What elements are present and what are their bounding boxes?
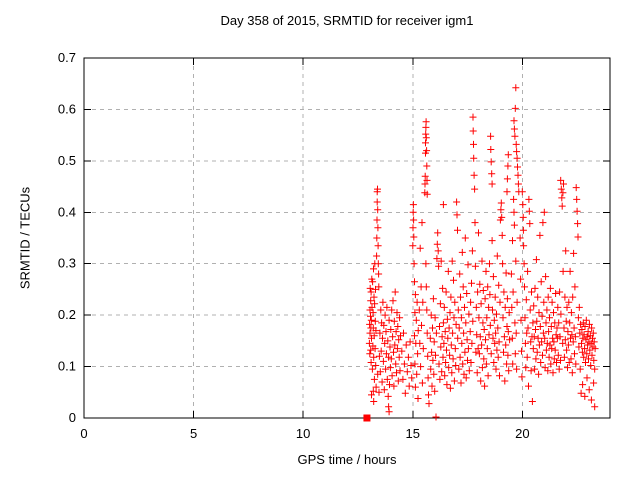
y-tick-label: 0.4 — [58, 204, 76, 219]
x-tick-label: 0 — [80, 426, 87, 441]
chart-title: Day 358 of 2015, SRMTID for receiver igm… — [220, 13, 474, 28]
scatter-point-square — [363, 414, 371, 422]
y-tick-label: 0.7 — [58, 50, 76, 65]
y-tick-label: 0 — [69, 410, 76, 425]
x-tick-label: 20 — [515, 426, 529, 441]
x-tick-label: 15 — [406, 426, 420, 441]
y-tick-label: 0.6 — [58, 101, 76, 116]
plot-border — [83, 57, 611, 419]
y-tick-label: 0.5 — [58, 153, 76, 168]
x-tick-label: 5 — [190, 426, 197, 441]
y-tick-label: 0.3 — [58, 256, 76, 271]
y-tick-label: 0.1 — [58, 359, 76, 374]
scatter-points-plus — [365, 84, 599, 421]
x-axis-title: GPS time / hours — [297, 452, 397, 467]
x-tick-label: 10 — [296, 426, 310, 441]
y-tick-label: 0.2 — [58, 307, 76, 322]
